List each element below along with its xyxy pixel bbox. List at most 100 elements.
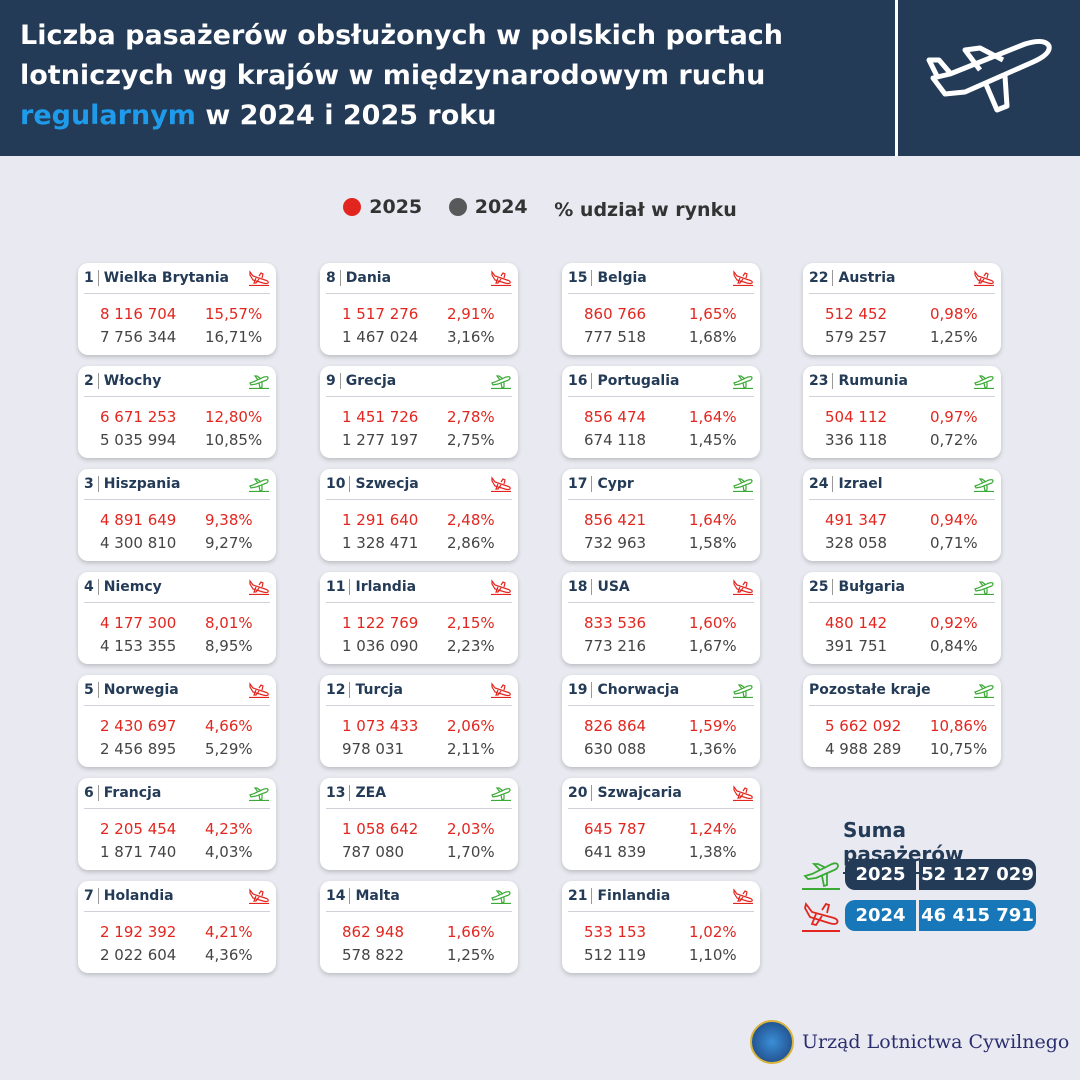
country-card: 12 Turcja 1 073 433 2,06% 978 031 2,11% [320,675,518,767]
card-header: 13 ZEA [326,778,512,809]
share-2025: 2,03% [447,820,495,838]
legend-2024: 2024 [448,196,528,218]
legend-share: % udział w rynku [554,199,737,221]
share-2025: 1,65% [689,305,737,323]
row-2025: 826 864 1,59% [584,715,760,738]
row-2024: 777 518 1,68% [584,326,760,349]
share-2025: 4,23% [205,820,253,838]
passengers-2024: 579 257 [825,328,888,346]
share-2024: 1,25% [930,328,978,346]
share-2025: 1,59% [689,717,737,735]
country-card: 9 Grecja 1 451 726 2,78% 1 277 197 2,75% [320,366,518,458]
passengers-2024: 630 088 [584,740,647,758]
share-2024: 16,71% [205,328,263,346]
landing-icon [249,579,269,595]
takeoff-icon [249,375,269,389]
country-name: Austria [838,270,896,286]
row-2024: 1 036 090 2,23% [342,635,518,658]
country-name: Pozostałe kraje [809,682,931,698]
landing-icon [974,270,994,286]
share-2024: 8,95% [205,637,253,655]
country-card: 4 Niemcy 4 177 300 8,01% 4 153 355 8,95% [78,572,276,664]
passengers-2024: 336 118 [825,431,888,449]
passengers-2025: 856 474 [584,408,647,426]
row-2024: 732 963 1,58% [584,532,760,555]
landing-icon [249,682,269,698]
share-2024: 1,70% [447,843,495,861]
country-name: Belgia [597,270,647,286]
passengers-2024: 773 216 [584,637,647,655]
country-name: Cypr [597,476,634,492]
country-card: 18 USA 833 536 1,60% 773 216 1,67% [562,572,760,664]
takeoff-icon [974,478,994,492]
landing-icon [733,579,753,595]
passengers-2024: 512 119 [584,946,647,964]
share-2025: 2,06% [447,717,495,735]
passengers-2024: 1 871 740 [100,843,177,861]
row-2024: 674 118 1,45% [584,429,760,452]
card-header: 5 Norwegia [84,675,270,706]
rank: 12 [326,682,351,698]
row-2024: 2 022 604 4,36% [100,944,276,967]
passengers-2024: 4 153 355 [100,637,177,655]
row-2025: 8 116 704 15,57% [100,303,276,326]
share-2024: 1,67% [689,637,737,655]
rank: 7 [84,888,99,904]
card-header: 11 Irlandia [326,572,512,603]
rank: 18 [568,579,593,595]
share-2025: 1,64% [689,408,737,426]
rank: 1 [84,270,99,286]
passengers-2024: 7 756 344 [100,328,177,346]
legend-2025: 2025 [343,196,422,218]
summary-total-2025: 52 127 029 [919,859,1036,890]
card-header: 18 USA [568,572,754,603]
page-title: Liczba pasażerów obsłużonych w polskich … [20,16,880,136]
row-2024: 5 035 994 10,85% [100,429,276,452]
country-card: 25 Bułgaria 480 142 0,92% 391 751 0,84% [803,572,1001,664]
rank: 3 [84,476,99,492]
country-name: Szwajcaria [597,785,682,801]
passengers-2024: 732 963 [584,534,647,552]
takeoff-icon [491,787,511,801]
row-2024: 1 467 024 3,16% [342,326,518,349]
passengers-2024: 4 300 810 [100,534,177,552]
share-2024: 9,27% [205,534,253,552]
red-dot-icon [343,198,362,216]
takeoff-icon [974,581,994,595]
row-2025: 1 517 276 2,91% [342,303,518,326]
row-2025: 1 073 433 2,06% [342,715,518,738]
country-name: Irlandia [355,579,417,595]
country-card: 19 Chorwacja 826 864 1,59% 630 088 1,36% [562,675,760,767]
row-2025: 862 948 1,66% [342,921,518,944]
landing-icon [491,476,511,492]
passengers-2024: 787 080 [342,843,405,861]
row-2025: 856 421 1,64% [584,509,760,532]
country-name: Turcja [355,682,403,698]
country-card: 23 Rumunia 504 112 0,97% 336 118 0,72% [803,366,1001,458]
passengers-2025: 1 291 640 [342,511,419,529]
share-2025: 15,57% [205,305,263,323]
share-2024: 0,72% [930,431,978,449]
passengers-2025: 1 122 769 [342,614,419,632]
share-2024: 10,85% [205,431,263,449]
takeoff-icon [249,478,269,492]
passengers-2024: 777 518 [584,328,647,346]
country-card: 24 Izrael 491 347 0,94% 328 058 0,71% [803,469,1001,561]
share-2025: 1,02% [689,923,737,941]
row-2025: 491 347 0,94% [825,509,1001,532]
row-2024: 579 257 1,25% [825,326,1001,349]
share-2025: 9,38% [205,511,253,529]
share-2024: 4,36% [205,946,253,964]
passengers-2025: 1 058 642 [342,820,419,838]
takeoff-icon [733,478,753,492]
row-2024: 328 058 0,71% [825,532,1001,555]
country-card: 21 Finlandia 533 153 1,02% 512 119 1,10% [562,881,760,973]
card-header: 9 Grecja [326,366,512,397]
country-card: 5 Norwegia 2 430 697 4,66% 2 456 895 5,29% [78,675,276,767]
passengers-2025: 4 177 300 [100,614,177,632]
share-2025: 4,21% [205,923,253,941]
share-2024: 4,03% [205,843,253,861]
share-2024: 1,10% [689,946,737,964]
card-header: 8 Dania [326,263,512,294]
landing-icon [249,270,269,286]
